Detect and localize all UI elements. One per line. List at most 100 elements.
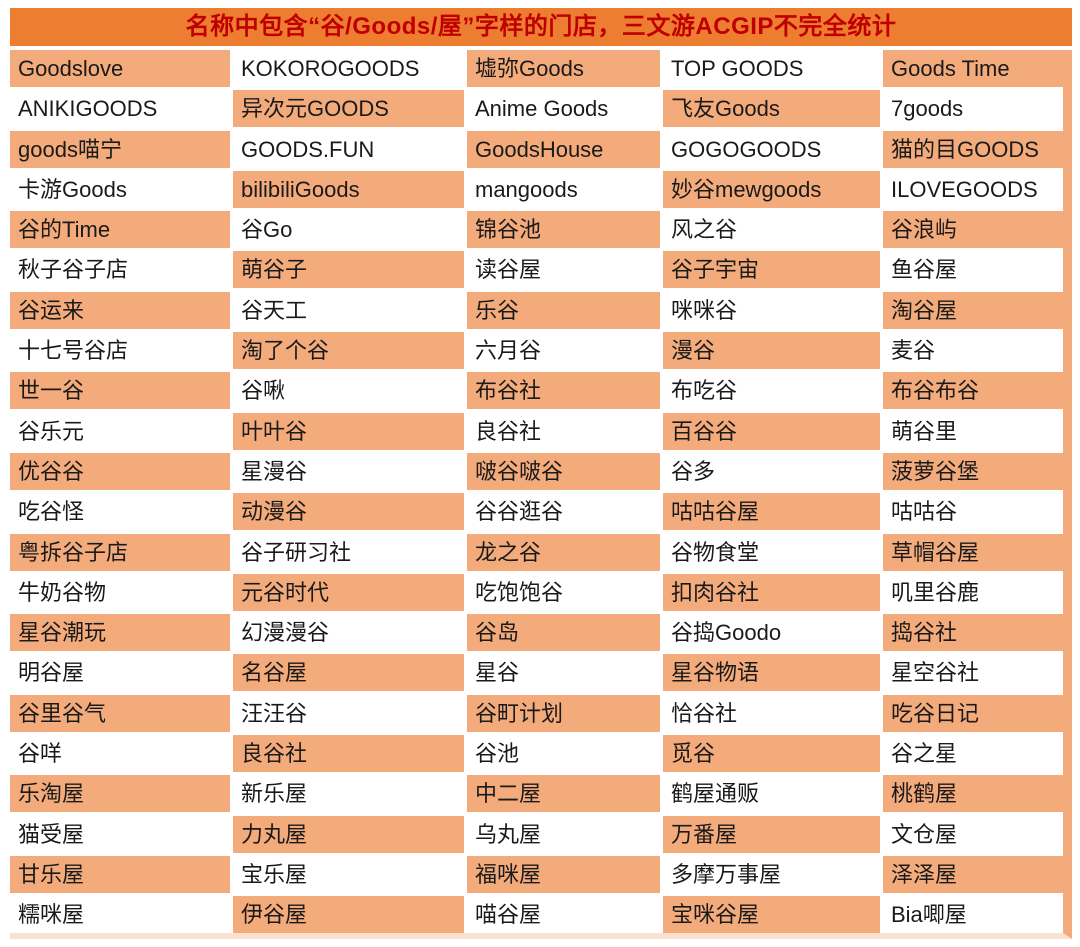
store-cell: 卡游Goods: [10, 170, 230, 208]
store-cell: 秋子谷子店: [10, 251, 230, 289]
store-cell: bilibiliGoods: [233, 170, 464, 208]
store-cell: ANIKIGOODS: [10, 90, 230, 128]
store-cell: 漫谷: [663, 332, 880, 370]
table-title: 名称中包含“谷/Goods/屋”字样的门店，三文游ACGIP不完全统计: [10, 8, 1072, 46]
store-cell: 六月谷: [467, 332, 660, 370]
store-cell: 恰谷社: [663, 694, 880, 732]
store-cell: 谷啾: [233, 372, 464, 410]
store-cell: 谷多: [663, 452, 880, 490]
store-cell: GOGOGOODS: [663, 130, 880, 168]
store-cell: 萌谷子: [233, 251, 464, 289]
store-cell: 伊谷屋: [233, 896, 464, 934]
store-cell: 元谷时代: [233, 573, 464, 611]
store-cell: 中二屋: [467, 775, 660, 813]
store-cell: 新乐屋: [233, 775, 464, 813]
store-cell: TOP GOODS: [663, 50, 880, 87]
store-cell: 百谷谷: [663, 412, 880, 450]
store-cell: 鱼谷屋: [883, 251, 1063, 289]
store-cell: 7goods: [883, 90, 1063, 128]
store-cell: 谷的Time: [10, 211, 230, 249]
store-cell: 星谷物语: [663, 654, 880, 692]
store-table: Goodslove KOKOROGOODS 墟弥Goods TOP GOODS Good…: [10, 50, 1063, 934]
store-cell: 谷天工: [233, 291, 464, 329]
store-cell: 龙之谷: [467, 533, 660, 571]
store-name-infographic: 名称中包含“谷/Goods/屋”字样的门店，三文游ACGIP不完全统计 Good…: [10, 8, 1072, 940]
store-cell: 吃谷日记: [883, 694, 1063, 732]
store-cell: 谷Go: [233, 211, 464, 249]
store-cell: goods喵宁: [10, 130, 230, 168]
store-cell: 福咪屋: [467, 855, 660, 893]
store-cell: 谷子研习社: [233, 533, 464, 571]
store-cell: 明谷屋: [10, 654, 230, 692]
store-cell: 叶叶谷: [233, 412, 464, 450]
store-cell: 鹤屋通贩: [663, 775, 880, 813]
store-cell: 草帽谷屋: [883, 533, 1063, 571]
store-cell: 谷捣Goodo: [663, 614, 880, 652]
store-cell: 良谷社: [233, 735, 464, 773]
store-cell: ILOVEGOODS: [883, 170, 1063, 208]
store-cell: 喵谷屋: [467, 896, 660, 934]
store-cell: 动漫谷: [233, 493, 464, 531]
store-cell: 咕咕谷屋: [663, 493, 880, 531]
store-cell: 名谷屋: [233, 654, 464, 692]
store-cell: GOODS.FUN: [233, 130, 464, 168]
store-cell: 乐谷: [467, 291, 660, 329]
store-cell: 万番屋: [663, 815, 880, 853]
store-cell: 谷子宇宙: [663, 251, 880, 289]
store-cell: 吃谷怪: [10, 493, 230, 531]
store-cell: 优谷谷: [10, 452, 230, 490]
store-cell: 星谷: [467, 654, 660, 692]
store-cell: 异次元GOODS: [233, 90, 464, 128]
store-cell: 良谷社: [467, 412, 660, 450]
store-cell: KOKOROGOODS: [233, 50, 464, 87]
store-cell: 布吃谷: [663, 372, 880, 410]
store-cell: 妙谷mewgoods: [663, 170, 880, 208]
store-cell: 糯咪屋: [10, 896, 230, 934]
store-cell: 十七号谷店: [10, 332, 230, 370]
store-cell: Goods Time: [883, 50, 1063, 87]
store-cell: 墟弥Goods: [467, 50, 660, 87]
store-cell: mangoods: [467, 170, 660, 208]
store-cell: 谷池: [467, 735, 660, 773]
store-cell: Anime Goods: [467, 90, 660, 128]
store-cell: 粤拆谷子店: [10, 533, 230, 571]
store-cell: 风之谷: [663, 211, 880, 249]
store-cell: 泽泽屋: [883, 855, 1063, 893]
store-cell: 觅谷: [663, 735, 880, 773]
store-cell: 谷谷逛谷: [467, 493, 660, 531]
store-cell: 菠萝谷堡: [883, 452, 1063, 490]
store-cell: 咕咕谷: [883, 493, 1063, 531]
store-cell: 力丸屋: [233, 815, 464, 853]
store-cell: 幻漫漫谷: [233, 614, 464, 652]
store-cell: 布谷社: [467, 372, 660, 410]
store-cell: 谷里谷气: [10, 694, 230, 732]
store-cell: 谷运来: [10, 291, 230, 329]
store-cell: Goodslove: [10, 50, 230, 87]
store-cell: 淘了个谷: [233, 332, 464, 370]
store-cell: 文仓屋: [883, 815, 1063, 853]
store-cell: 星谷潮玩: [10, 614, 230, 652]
store-cell: 麦谷: [883, 332, 1063, 370]
store-cell: 谷之星: [883, 735, 1063, 773]
store-cell: 谷町计划: [467, 694, 660, 732]
store-cell: 谷岛: [467, 614, 660, 652]
store-cell: 汪汪谷: [233, 694, 464, 732]
store-cell: 甘乐屋: [10, 855, 230, 893]
store-cell: 猫的目GOODS: [883, 130, 1063, 168]
store-cell: 宝咪谷屋: [663, 896, 880, 934]
store-cell: 谷物食堂: [663, 533, 880, 571]
store-cell: 布谷布谷: [883, 372, 1063, 410]
store-cell: 谷乐元: [10, 412, 230, 450]
store-cell: 咪咪谷: [663, 291, 880, 329]
store-cell: 多摩万事屋: [663, 855, 880, 893]
store-cell: GoodsHouse: [467, 130, 660, 168]
store-cell: Bia唧屋: [883, 896, 1063, 934]
store-cell: 读谷屋: [467, 251, 660, 289]
store-table-wrapper: Goodslove KOKOROGOODS 墟弥Goods TOP GOODS Good…: [10, 50, 1072, 940]
store-cell: 吃饱饱谷: [467, 573, 660, 611]
store-cell: 星漫谷: [233, 452, 464, 490]
store-cell: 萌谷里: [883, 412, 1063, 450]
store-cell: 乌丸屋: [467, 815, 660, 853]
store-cell: 宝乐屋: [233, 855, 464, 893]
store-cell: 谷咩: [10, 735, 230, 773]
